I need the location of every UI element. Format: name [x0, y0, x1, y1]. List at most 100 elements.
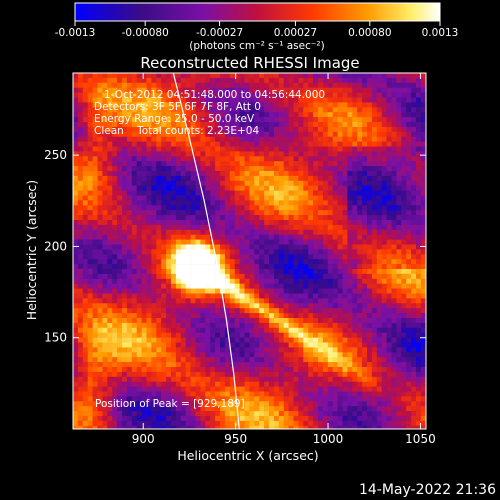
- heatmap-cell: [411, 190, 417, 196]
- heatmap-cell: [195, 92, 201, 98]
- heatmap-cell: [77, 342, 84, 348]
- heatmap-cell: [386, 371, 392, 378]
- heatmap-cell: [234, 156, 240, 162]
- heatmap-cell: [107, 259, 113, 265]
- heatmap-cell: [254, 166, 260, 172]
- heatmap-cell: [288, 254, 294, 260]
- heatmap-cell: [264, 249, 270, 255]
- heatmap-cell: [117, 224, 123, 231]
- heatmap-cell: [82, 322, 88, 329]
- heatmap-cell: [376, 357, 382, 363]
- heatmap-cell: [190, 278, 196, 284]
- heatmap-cell: [337, 102, 343, 108]
- heatmap-cell: [288, 73, 294, 79]
- heatmap-cell: [259, 82, 265, 88]
- heatmap-cell: [195, 151, 201, 157]
- heatmap-cell: [190, 318, 196, 324]
- heatmap-cell: [416, 278, 422, 284]
- heatmap-cell: [97, 337, 103, 343]
- heatmap-cell: [269, 391, 275, 397]
- heatmap-cell: [131, 396, 137, 402]
- heatmap-cell: [175, 396, 182, 402]
- heatmap-cell: [313, 264, 319, 270]
- heatmap-cell: [126, 308, 133, 314]
- heatmap-cell: [386, 131, 392, 137]
- heatmap-cell: [264, 362, 270, 368]
- heatmap-cell: [92, 200, 98, 206]
- heatmap-cell: [406, 126, 412, 133]
- heatmap-cell: [273, 376, 280, 382]
- heatmap-cell: [278, 396, 284, 402]
- heatmap-cell: [210, 87, 216, 93]
- heatmap-cell: [278, 166, 284, 172]
- heatmap-cell: [273, 166, 280, 172]
- heatmap-cell: [308, 234, 314, 240]
- heatmap-cell: [322, 131, 329, 137]
- heatmap-cell: [322, 342, 329, 348]
- heatmap-cell: [239, 347, 245, 353]
- heatmap-cell: [381, 166, 387, 172]
- heatmap-cell: [313, 185, 319, 191]
- heatmap-cell: [205, 342, 211, 348]
- heatmap-cell: [318, 220, 324, 226]
- heatmap-cell: [322, 254, 329, 260]
- heatmap-cell: [92, 229, 98, 235]
- heatmap-cell: [278, 82, 284, 88]
- heatmap-cell: [92, 77, 98, 84]
- heatmap-cell: [92, 97, 98, 103]
- heatmap-cell: [102, 107, 108, 113]
- heatmap-cell: [122, 244, 128, 250]
- heatmap-cell: [337, 288, 343, 294]
- heatmap-cell: [73, 244, 79, 250]
- heatmap-cell: [406, 362, 412, 368]
- heatmap-cell: [303, 367, 309, 373]
- heatmap-cell: [249, 293, 255, 299]
- heatmap-cell: [337, 77, 343, 84]
- heatmap-cell: [102, 175, 108, 182]
- heatmap-cell: [269, 97, 275, 103]
- heatmap-cell: [229, 313, 235, 319]
- heatmap-cell: [171, 327, 177, 333]
- heatmap-cell: [288, 367, 294, 373]
- heatmap-cell: [205, 401, 211, 407]
- heatmap-cell: [185, 122, 191, 128]
- heatmap-cell: [283, 293, 289, 299]
- heatmap-cell: [327, 283, 333, 289]
- heatmap-cell: [229, 376, 235, 382]
- heatmap-cell: [391, 87, 397, 93]
- heatmap-cell: [401, 146, 407, 152]
- heatmap-cell: [367, 362, 373, 368]
- heatmap-cell: [224, 234, 231, 240]
- heatmap-cell: [264, 318, 270, 324]
- heatmap-cell: [107, 278, 113, 284]
- heatmap-cell: [156, 102, 162, 108]
- heatmap-cell: [126, 122, 133, 128]
- heatmap-cell: [352, 332, 358, 338]
- heatmap-cell: [303, 371, 309, 378]
- heatmap-cell: [347, 347, 353, 353]
- heatmap-cell: [347, 283, 353, 289]
- heatmap-cell: [420, 278, 426, 284]
- heatmap-cell: [126, 357, 133, 363]
- heatmap-cell: [210, 352, 216, 358]
- heatmap-cell: [244, 87, 250, 93]
- heatmap-cell: [136, 396, 142, 402]
- heatmap-cell: [416, 136, 422, 142]
- heatmap-cell: [318, 87, 324, 93]
- heatmap-cell: [318, 249, 324, 255]
- heatmap-cell: [327, 166, 333, 172]
- heatmap-cell: [416, 92, 422, 98]
- heatmap-cell: [303, 381, 309, 387]
- heatmap-cell: [322, 244, 329, 250]
- heatmap-cell: [298, 224, 304, 231]
- heatmap-cell: [425, 264, 426, 270]
- heatmap-cell: [244, 347, 250, 353]
- heatmap-cell: [234, 175, 240, 182]
- heatmap-cell: [224, 288, 231, 294]
- heatmap-cell: [347, 200, 353, 206]
- heatmap-cell: [259, 278, 265, 284]
- heatmap-cell: [288, 249, 294, 255]
- heatmap-cell: [308, 381, 314, 387]
- heatmap-cell: [239, 73, 245, 79]
- heatmap-cell: [161, 131, 167, 137]
